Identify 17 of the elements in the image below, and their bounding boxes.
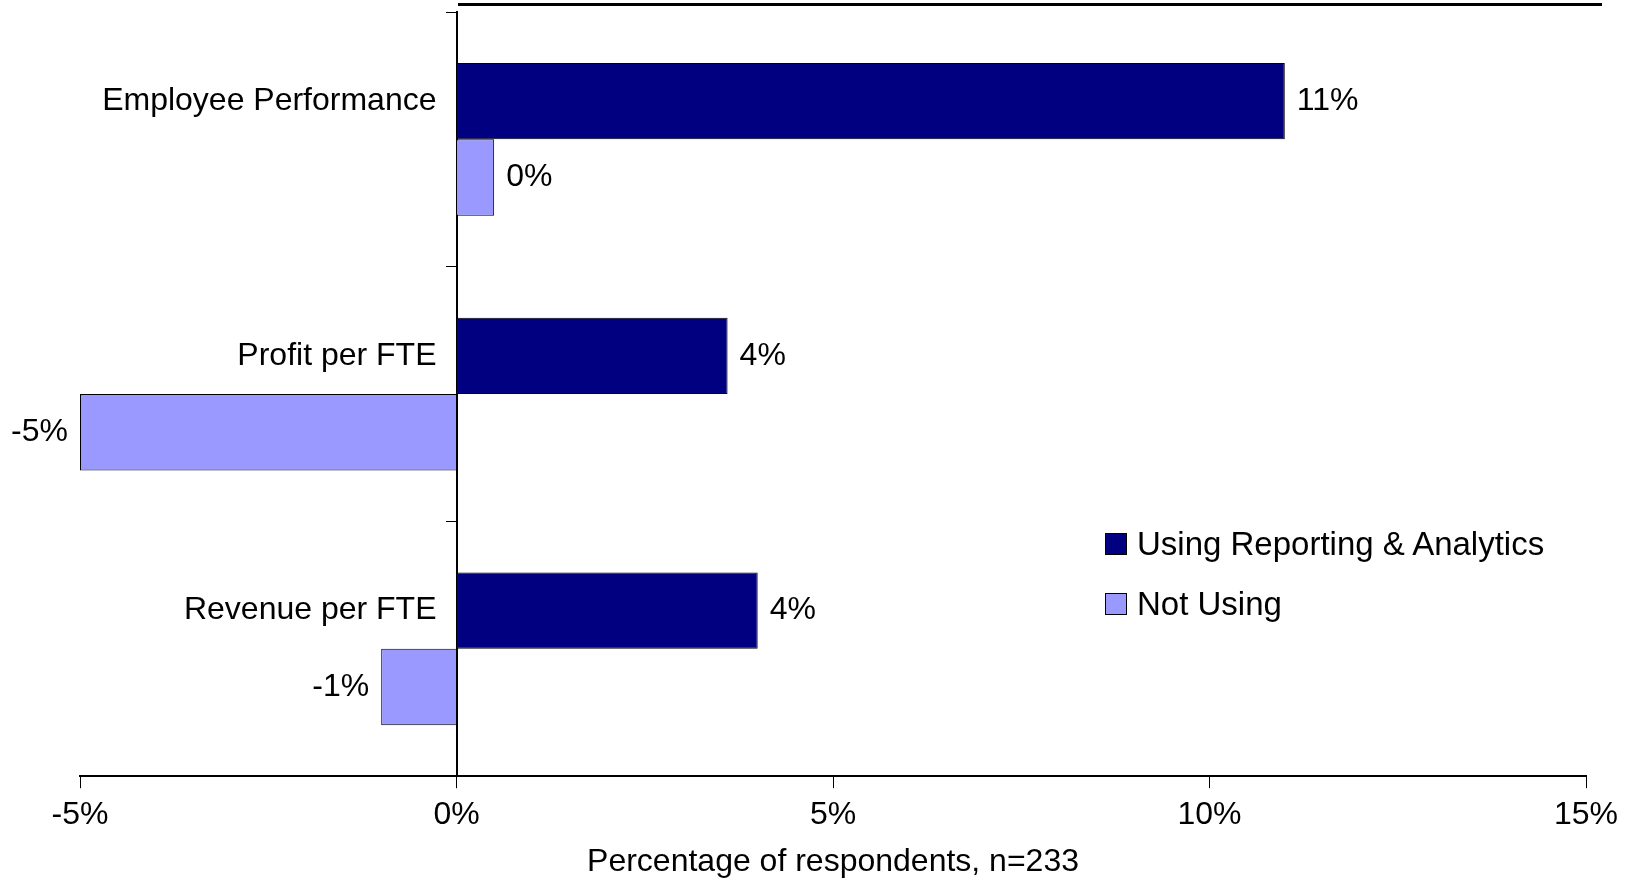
legend-label: Not Using xyxy=(1137,585,1282,623)
x-axis-title: Percentage of respondents, n=233 xyxy=(587,841,1079,878)
y-tick-label: Profit per FTE xyxy=(237,335,437,372)
x-tick-label: 10% xyxy=(1177,795,1242,832)
legend-label: Using Reporting & Analytics xyxy=(1137,525,1545,563)
x-tick-label: -5% xyxy=(51,795,109,832)
x-tick-label: 5% xyxy=(809,795,857,832)
data-label: -5% xyxy=(11,412,68,449)
data-label: 0% xyxy=(506,157,553,194)
y-tick-label: Employee Performance xyxy=(102,80,437,117)
data-label: -1% xyxy=(312,666,370,703)
data-label: 4% xyxy=(769,590,816,627)
x-tick-label: 15% xyxy=(1553,795,1619,832)
data-label: 11% xyxy=(1296,80,1359,117)
y-tick-label: Revenue per FTE xyxy=(183,590,437,627)
x-tick-label: 0% xyxy=(433,795,480,832)
data-label: 4% xyxy=(739,335,786,372)
